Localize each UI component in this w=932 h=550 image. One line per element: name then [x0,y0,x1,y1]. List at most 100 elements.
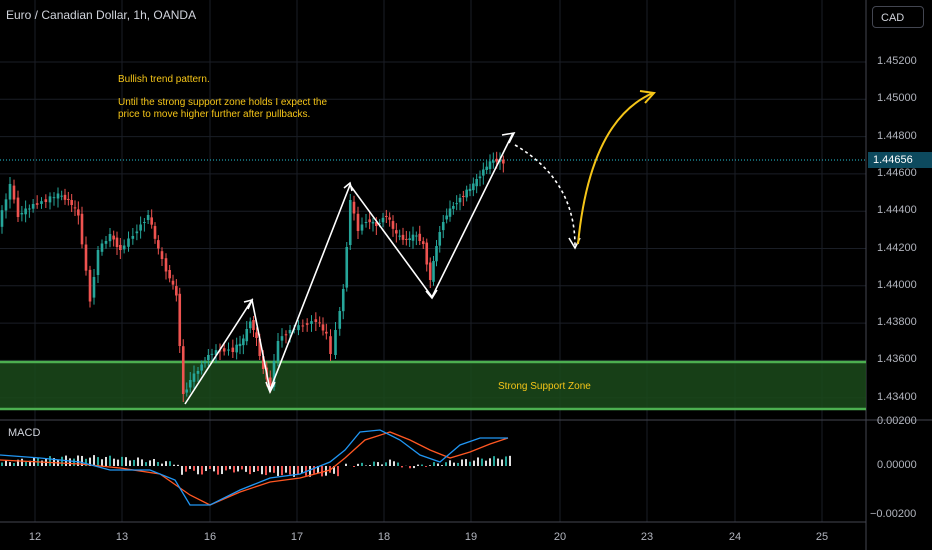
candle-body [104,241,108,244]
candle-body [445,215,448,220]
candle-body [157,240,160,249]
price-tick-label: 1.43600 [877,353,917,366]
candle-body [63,194,67,200]
time-tick-label: 24 [728,531,742,543]
candle-body [321,324,325,331]
candle-body [485,166,488,170]
candle-body [405,238,408,240]
candle-body [435,246,438,262]
macd-tick-label: 0.00200 [877,415,917,427]
support-zone [0,362,866,409]
candle-body [301,325,305,327]
candle-body [482,169,485,176]
candle-body [12,185,16,200]
candle-body [329,336,332,354]
candle-body [415,235,418,237]
candle-body [325,331,328,334]
candle-body [258,338,262,356]
candle-body [100,243,104,252]
price-tick-label: 1.44600 [877,166,917,179]
price-tick-label: 1.44400 [877,204,917,217]
candle-body [40,201,43,204]
price-tick-label: 1.45200 [877,55,917,67]
candle-body [52,197,56,199]
candle-body [458,197,462,203]
candle-body [119,245,122,250]
candle-body [385,215,388,217]
candle-body [314,319,318,322]
candle-body [153,226,157,239]
candle-body [112,235,115,240]
candle-body [115,237,119,247]
candle-body [77,209,80,216]
candle-body [252,320,255,330]
candle-body [127,238,130,247]
time-tick-label: 16 [203,531,217,543]
candle-body [20,213,24,215]
candle-body [375,222,378,226]
time-tick-label: 18 [377,531,391,543]
macd-label[interactable]: MACD [8,427,41,439]
candle-body [268,377,272,385]
candle-body [171,280,175,285]
candle-body [80,213,84,245]
candle-body [428,262,432,280]
candle-body [164,258,168,272]
current-price-tag: 1.44656 [868,152,932,168]
time-tick-label: 19 [464,531,478,543]
candle-body [135,231,139,234]
annotation-line-2[interactable]: Until the strong support zone holds I ex… [118,97,328,108]
candle-body [418,233,422,241]
candle-body [131,236,135,239]
support-zone-label[interactable]: Strong Support Zone [498,381,591,392]
macd-tick-label: 0.00000 [877,459,917,471]
price-tick-label: 1.44000 [877,278,917,291]
candle-body [356,213,360,231]
candle-body [231,347,235,352]
candle-body [188,380,192,388]
candle-body [391,221,395,229]
candle-body [272,361,276,387]
candle-body [196,371,200,374]
candle-body [468,188,472,192]
candle-body [84,244,88,271]
candle-body [4,199,8,211]
time-tick-label: 12 [28,531,42,543]
price-tick-label: 1.44800 [877,129,917,142]
candle-body [276,341,280,362]
candle-body [478,176,482,179]
currency-button[interactable]: CAD [872,6,924,28]
candle-body [502,159,505,164]
annotation-line-3[interactable]: price to move higher further after pullb… [118,109,311,120]
candle-body [368,219,371,223]
candle-body [318,322,321,324]
candle-body [92,277,96,298]
trend-pattern-line [184,132,514,405]
candle-body [67,198,70,200]
candle-body [248,321,252,329]
price-tick-label: 1.43400 [877,390,917,403]
candle-body [24,208,27,215]
candle-body [395,230,398,234]
candle-body [371,221,375,224]
candle-body [475,179,478,187]
candle-body [238,343,242,347]
candle-body [192,373,196,382]
candle-body [297,325,300,331]
time-tick-label: 23 [640,531,654,543]
arrow-head-1 [243,298,254,310]
candle-body [181,346,185,394]
candle-body [146,215,150,220]
symbol-title[interactable]: Euro / Canadian Dollar, 1h, OANDA [6,8,197,22]
annotation-title[interactable]: Bullish trend pattern. [118,74,210,85]
candle-body [284,334,288,336]
candle-body [122,245,126,250]
candle-body [185,389,189,393]
candle-body [455,203,458,205]
candle-body [168,270,171,279]
candle-body [56,193,60,199]
candle-body [348,200,352,245]
candle-body [378,223,381,225]
